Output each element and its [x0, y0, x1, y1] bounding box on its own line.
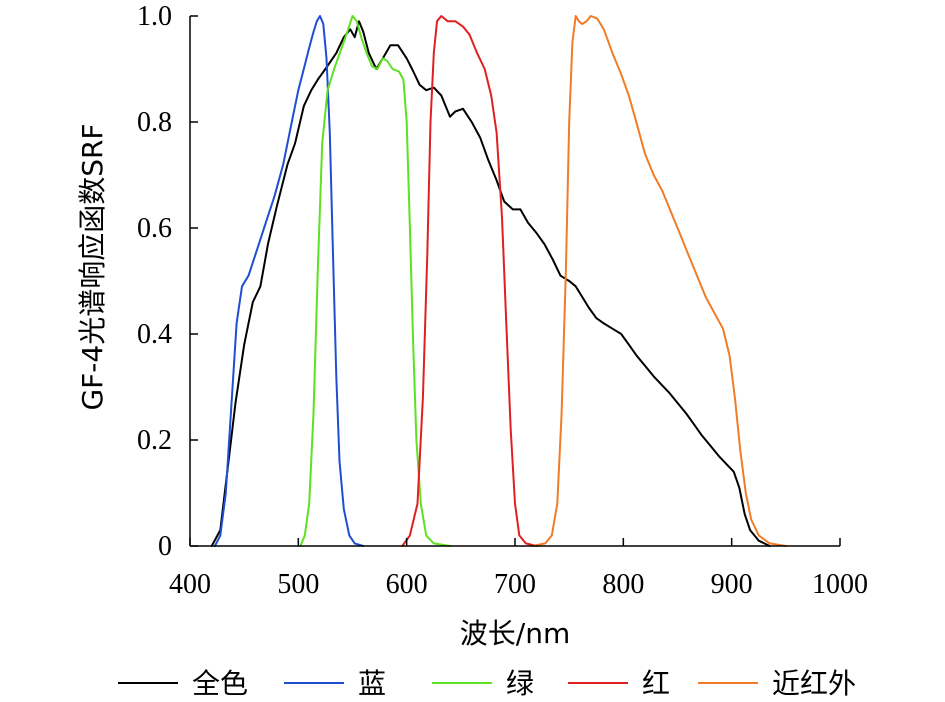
x-tick-label: 1000	[812, 569, 868, 600]
legend-label-2: 绿	[506, 667, 534, 700]
x-tick-label: 700	[494, 569, 536, 600]
series-line-0	[210, 20, 771, 547]
series-line-3	[401, 15, 538, 547]
ticks-group: 0 0.2 0.4 0.6 0.8 1.0 400 500 600 700 800 900 1000	[137, 1, 868, 600]
x-tick-label: 600	[386, 569, 428, 600]
series-group	[210, 15, 787, 547]
series-line-4	[531, 15, 787, 547]
x-axis-title: 波长/nm	[460, 617, 570, 650]
x-tick-label: 800	[602, 569, 644, 600]
y-tick-label: 0.8	[137, 107, 172, 138]
y-tick-label: 0.2	[137, 425, 172, 456]
legend-label-1: 蓝	[358, 667, 386, 700]
y-axis-title: GF-4光谱响应函数SRF	[76, 123, 109, 410]
x-tick-label: 400	[169, 569, 211, 600]
legend-label-4: 近红外	[772, 667, 856, 700]
series-line-1	[213, 15, 365, 547]
y-tick-label: 0	[158, 531, 172, 562]
y-tick-label: 1.0	[137, 1, 172, 32]
y-tick-label: 0.4	[137, 319, 172, 350]
y-tick-label: 0.6	[137, 213, 172, 244]
x-tick-label: 500	[277, 569, 319, 600]
x-tick-label: 900	[711, 569, 753, 600]
legend-label-3: 红	[642, 667, 670, 700]
series-line-2	[299, 15, 451, 547]
legend-label-0: 全色	[192, 667, 248, 700]
legend: 全色 蓝 绿 红 近红外	[118, 667, 856, 700]
